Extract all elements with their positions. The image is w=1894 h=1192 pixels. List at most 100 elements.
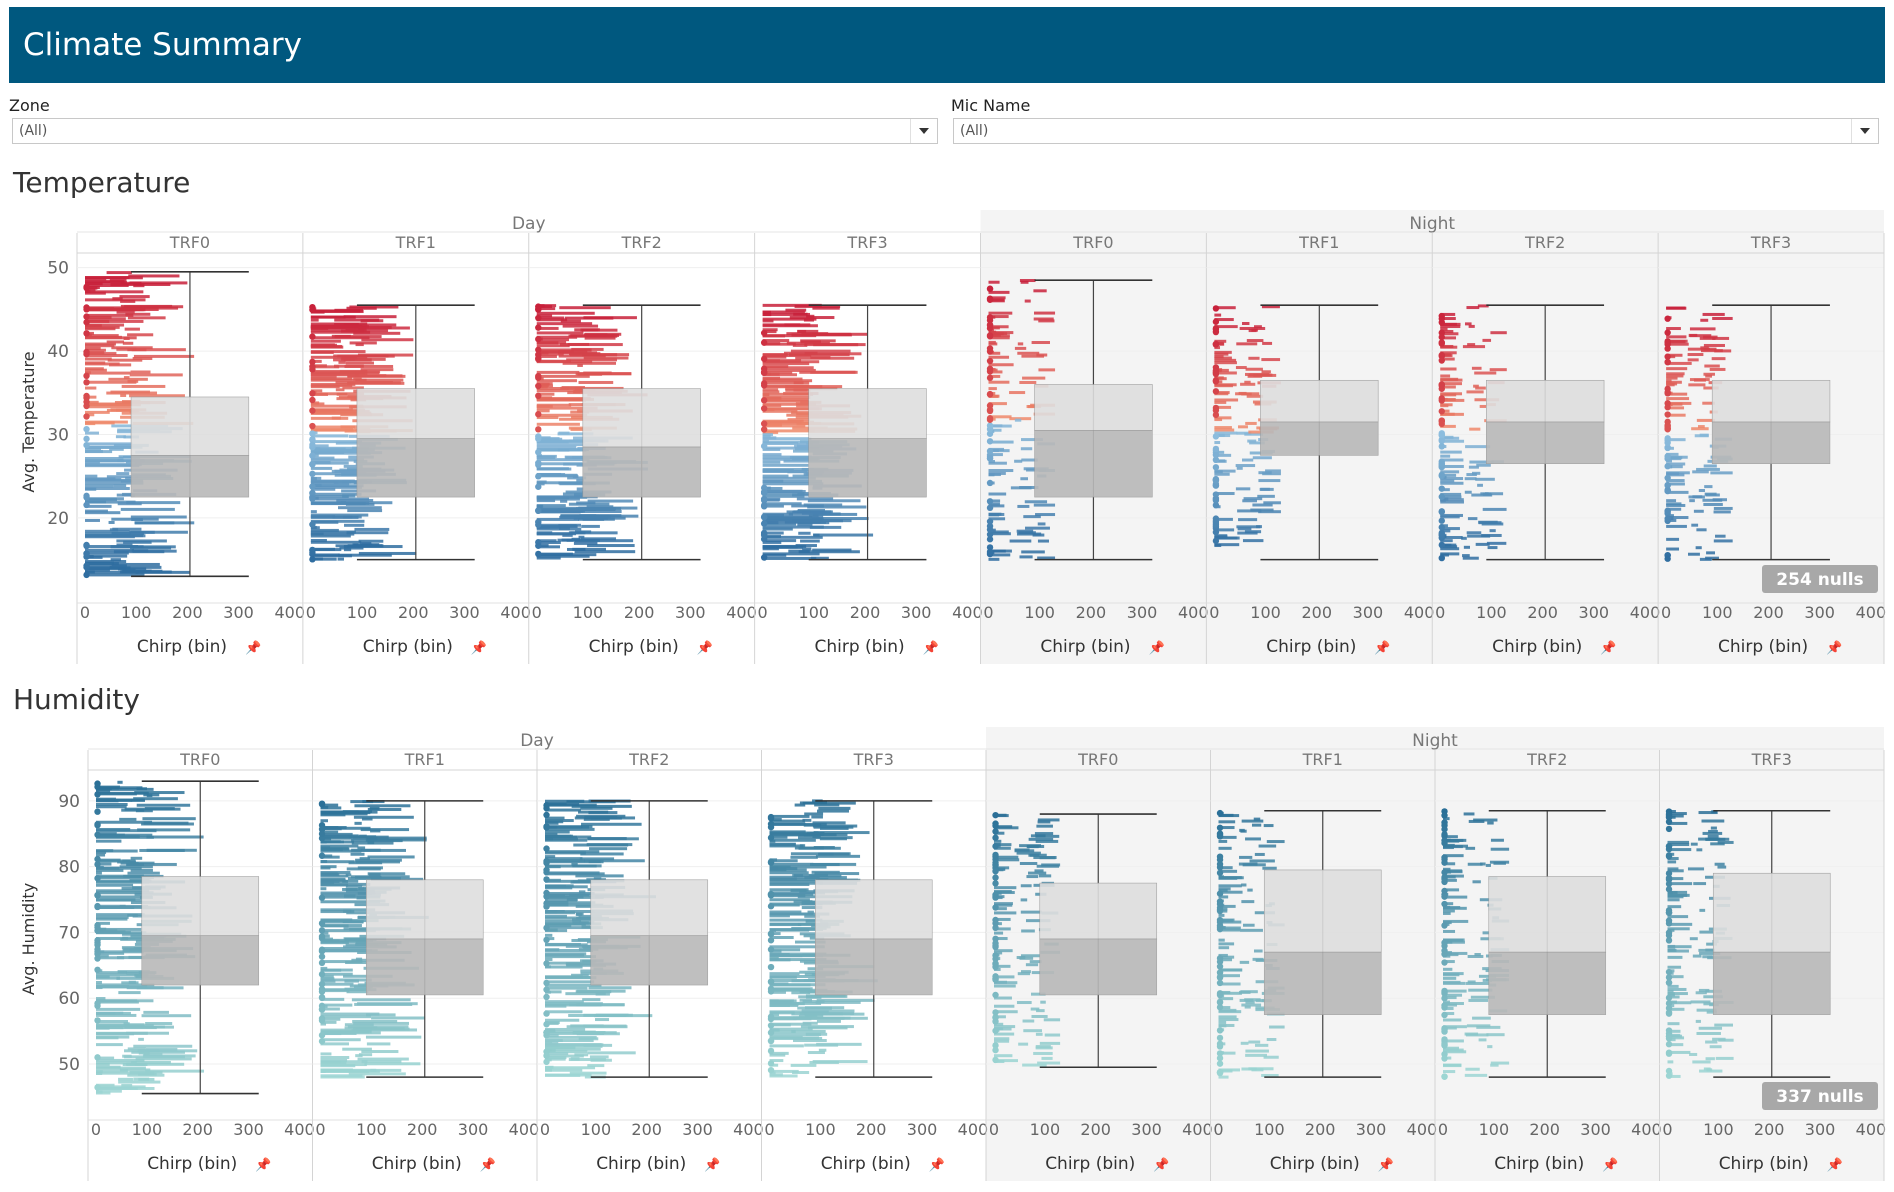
boxplot-upper-box[interactable] bbox=[1034, 384, 1153, 431]
chevron-down-icon[interactable] bbox=[1851, 119, 1878, 143]
x-axis-title[interactable]: Chirp (bin) bbox=[1718, 637, 1808, 657]
boxplot-lower-box[interactable] bbox=[365, 938, 484, 996]
pin-icon[interactable]: 📌 bbox=[697, 639, 713, 656]
scatter-tick bbox=[336, 392, 348, 396]
boxplot-lower-box[interactable] bbox=[590, 935, 709, 986]
boxplot-upper-box[interactable] bbox=[1711, 379, 1831, 423]
x-axis-title[interactable]: Chirp (bin) bbox=[1270, 1154, 1360, 1174]
boxplot-upper-box[interactable] bbox=[1260, 379, 1379, 423]
scatter-tick bbox=[85, 317, 126, 321]
x-axis-title[interactable]: Chirp (bin) bbox=[1045, 1154, 1135, 1174]
boxplot-lower-box[interactable] bbox=[582, 446, 701, 498]
pin-icon[interactable]: 📌 bbox=[1600, 639, 1616, 656]
pin-icon[interactable]: 📌 bbox=[1374, 639, 1390, 656]
pin-icon[interactable]: 📌 bbox=[255, 1156, 271, 1173]
scatter-tick bbox=[1474, 953, 1481, 957]
pin-icon[interactable]: 📌 bbox=[471, 639, 487, 656]
pin-icon[interactable]: 📌 bbox=[245, 639, 261, 656]
pin-icon[interactable]: 📌 bbox=[929, 1156, 945, 1173]
pin-icon[interactable]: 📌 bbox=[1826, 639, 1842, 656]
scatter-tick bbox=[545, 820, 564, 824]
x-axis-title[interactable]: Chirp (bin) bbox=[1494, 1154, 1584, 1174]
boxplot-upper-box[interactable] bbox=[141, 876, 260, 937]
x-tick-label: 0 bbox=[1661, 603, 1671, 622]
scatter-tick bbox=[1688, 383, 1706, 387]
scatter-tick bbox=[310, 540, 362, 544]
boxplot-upper-box[interactable] bbox=[1486, 379, 1605, 423]
pin-icon[interactable]: 📌 bbox=[1378, 1156, 1394, 1173]
x-axis-title[interactable]: Chirp (bin) bbox=[1492, 637, 1582, 657]
chevron-down-icon[interactable] bbox=[910, 119, 937, 143]
boxplot-lower-box[interactable] bbox=[1263, 951, 1382, 1015]
zone-filter-dropdown[interactable]: (All) bbox=[12, 118, 938, 144]
boxplot-lower-box[interactable] bbox=[814, 938, 933, 996]
pin-icon[interactable]: 📌 bbox=[1827, 1156, 1843, 1173]
scatter-tick bbox=[545, 808, 581, 812]
pin-icon[interactable]: 📌 bbox=[923, 639, 939, 656]
boxplot-lower-box[interactable] bbox=[1034, 430, 1153, 498]
pin-icon[interactable]: 📌 bbox=[704, 1156, 720, 1173]
pin-icon[interactable]: 📌 bbox=[480, 1156, 496, 1173]
boxplot-upper-box[interactable] bbox=[356, 388, 475, 439]
boxplot-lower-box[interactable] bbox=[1039, 938, 1158, 996]
pin-icon[interactable]: 📌 bbox=[1148, 639, 1164, 656]
x-axis-title[interactable]: Chirp (bin) bbox=[147, 1154, 237, 1174]
x-axis-title[interactable]: Chirp (bin) bbox=[1719, 1154, 1809, 1174]
nulls-indicator[interactable] bbox=[1762, 565, 1878, 593]
x-axis-title[interactable]: Chirp (bin) bbox=[815, 637, 905, 657]
boxplot-lower-box[interactable] bbox=[1711, 421, 1831, 465]
x-axis-title[interactable]: Chirp (bin) bbox=[821, 1154, 911, 1174]
boxplot-lower-box[interactable] bbox=[808, 438, 927, 498]
boxplot-upper-box[interactable] bbox=[590, 879, 709, 937]
boxplot-upper-box[interactable] bbox=[130, 396, 250, 456]
boxplot-upper-box[interactable] bbox=[1712, 872, 1831, 953]
x-axis-title[interactable]: Chirp (bin) bbox=[589, 637, 679, 657]
boxplot-upper-box[interactable] bbox=[582, 388, 701, 448]
pin-icon[interactable]: 📌 bbox=[1153, 1156, 1169, 1173]
x-tick-label: 300 bbox=[1127, 603, 1158, 622]
x-axis-title[interactable]: Chirp (bin) bbox=[137, 637, 227, 657]
boxplot-lower-box[interactable] bbox=[1712, 951, 1831, 1015]
x-axis-title[interactable]: Chirp (bin) bbox=[363, 637, 453, 657]
boxplot-lower-box[interactable] bbox=[141, 935, 260, 986]
x-axis-title[interactable]: Chirp (bin) bbox=[1266, 637, 1356, 657]
boxplot-upper-box[interactable] bbox=[365, 879, 484, 940]
boxplot-lower-box[interactable] bbox=[1488, 951, 1607, 1015]
boxplot-lower-box[interactable] bbox=[1486, 421, 1605, 465]
boxplot-lower-box[interactable] bbox=[356, 438, 475, 498]
boxplot-upper-box[interactable] bbox=[814, 879, 933, 940]
scatter-dot bbox=[1441, 942, 1448, 950]
scatter-tick bbox=[96, 999, 154, 1003]
x-axis-title[interactable]: Chirp (bin) bbox=[596, 1154, 686, 1174]
boxplot-upper-box[interactable] bbox=[1039, 882, 1158, 940]
nulls-indicator[interactable] bbox=[1762, 1082, 1878, 1110]
pin-icon[interactable]: 📌 bbox=[1602, 1156, 1618, 1173]
boxplot-upper-box[interactable] bbox=[1488, 876, 1607, 953]
mic-name-filter-dropdown[interactable]: (All) bbox=[953, 118, 1879, 144]
boxplot-upper-box[interactable] bbox=[808, 388, 927, 439]
boxplot-lower-box[interactable] bbox=[1260, 421, 1379, 456]
x-axis-title[interactable]: Chirp (bin) bbox=[372, 1154, 462, 1174]
boxplot-upper-box[interactable] bbox=[1263, 869, 1382, 953]
scatter-tick bbox=[1443, 906, 1461, 910]
x-axis-title[interactable]: Chirp (bin) bbox=[1040, 637, 1130, 657]
boxplot-lower-box[interactable] bbox=[130, 455, 250, 498]
